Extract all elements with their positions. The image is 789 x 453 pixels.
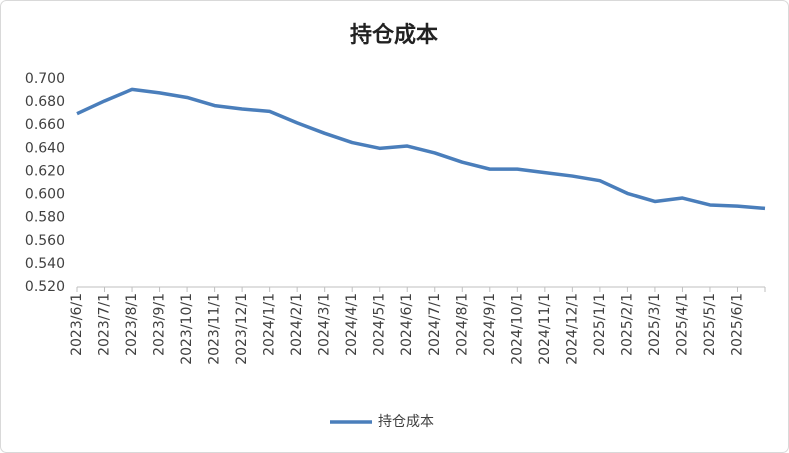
x-tick-label: 2023/11/1 — [207, 293, 223, 365]
x-tick-label: 2023/9/1 — [152, 293, 168, 356]
y-tick-label: 0.700 — [25, 71, 65, 87]
x-tick-label: 2023/12/1 — [234, 293, 250, 365]
x-tick-label: 2025/1/1 — [592, 293, 608, 356]
y-tick-label: 0.640 — [25, 140, 65, 156]
x-tick-label: 2024/11/1 — [537, 293, 553, 365]
x-tick-label: 2024/3/1 — [317, 293, 333, 356]
x-tick-label: 2023/8/1 — [124, 293, 140, 356]
x-tick-label: 2023/7/1 — [97, 293, 113, 356]
x-tick-label: 2023/10/1 — [179, 293, 195, 365]
x-tick-label: 2024/12/1 — [564, 293, 580, 365]
x-tick-label: 2025/6/1 — [729, 293, 745, 356]
x-tick-label: 2023/6/1 — [69, 293, 85, 356]
legend-label: 持仓成本 — [378, 414, 434, 430]
chart-title: 持仓成本 — [350, 22, 438, 48]
x-tick-label: 2024/4/1 — [344, 293, 360, 356]
x-tick-label: 2025/5/1 — [702, 293, 718, 356]
y-tick-label: 0.680 — [25, 94, 65, 110]
x-tick-label: 2024/9/1 — [482, 293, 498, 356]
x-tick-label: 2025/2/1 — [619, 293, 635, 356]
x-tick-label: 2025/4/1 — [674, 293, 690, 356]
y-tick-label: 0.540 — [25, 256, 65, 272]
x-tick-label: 2024/5/1 — [372, 293, 388, 356]
x-tick-label: 2024/10/1 — [509, 293, 525, 365]
x-tick-label: 2024/6/1 — [399, 293, 415, 356]
y-tick-label: 0.600 — [25, 187, 65, 203]
y-tick-label: 0.580 — [25, 210, 65, 226]
y-tick-label: 0.560 — [25, 233, 65, 249]
x-tick-label: 2025/3/1 — [647, 293, 663, 356]
x-tick-label: 2024/1/1 — [262, 293, 278, 356]
x-tick-label: 2024/7/1 — [427, 293, 443, 356]
y-tick-label: 0.520 — [25, 279, 65, 295]
y-tick-label: 0.660 — [25, 117, 65, 133]
line-series — [76, 87, 766, 211]
y-tick-label: 0.620 — [25, 163, 65, 179]
x-tick-label: 2024/8/1 — [454, 293, 470, 356]
x-tick-label: 2024/2/1 — [289, 293, 305, 356]
